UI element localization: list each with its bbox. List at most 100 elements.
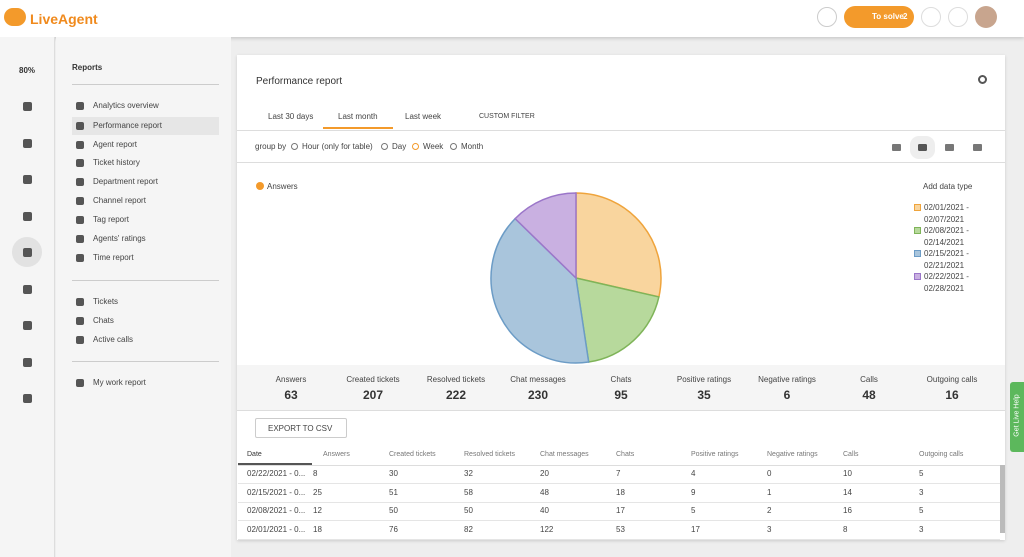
nav-item[interactable]: Channel report [93, 196, 146, 206]
table-cell: 5 [919, 469, 923, 479]
tab[interactable]: Last week [405, 112, 441, 122]
nav-item[interactable]: Active calls [93, 335, 133, 345]
export-button[interactable]: EXPORT TO CSV [255, 418, 347, 438]
radio-label[interactable]: Week [423, 142, 443, 152]
legend-swatch [914, 250, 921, 257]
radio[interactable] [412, 143, 419, 150]
nav-item[interactable]: Ticket history [93, 158, 140, 168]
table-header[interactable]: Negative ratings [767, 450, 818, 460]
nav-item[interactable]: Agents' ratings [93, 234, 146, 244]
nav-item[interactable]: Performance report [93, 121, 162, 131]
group-by-label: group by [255, 142, 286, 152]
summary-value: 222 [411, 388, 501, 402]
table-cell: 32 [464, 469, 473, 479]
chart-type-icon[interactable] [892, 144, 901, 151]
summary-value: 6 [742, 388, 832, 402]
nav-item[interactable]: Tickets [93, 297, 118, 307]
nav-item[interactable]: Tag report [93, 215, 129, 225]
nav-item[interactable]: Time report [93, 253, 134, 263]
logo: LiveAgent [30, 11, 98, 27]
rail-icon[interactable] [23, 394, 32, 403]
summary-value: 48 [824, 388, 914, 402]
table-cell: 5 [919, 506, 923, 516]
table-header[interactable]: Outgoing calls [919, 450, 963, 460]
tab[interactable]: Last month [338, 112, 378, 122]
nav-icon [76, 178, 84, 186]
nav-item[interactable]: Analytics overview [93, 101, 159, 111]
table-header[interactable]: Answers [323, 450, 350, 460]
rail-icon[interactable] [23, 285, 32, 294]
table-cell: 17 [616, 506, 625, 516]
radio[interactable] [450, 143, 457, 150]
table-cell: 122 [540, 525, 553, 535]
nav-item[interactable]: Chats [93, 316, 114, 326]
table-cell: 17 [691, 525, 700, 535]
nav-icon [76, 122, 84, 130]
report-title: Performance report [256, 76, 342, 87]
table-cell: 9 [691, 488, 695, 498]
add-button[interactable] [817, 7, 837, 27]
nav-icon [76, 102, 84, 110]
chart-type-icon[interactable] [945, 144, 954, 151]
summary-value: 207 [328, 388, 418, 402]
table-cell: 20 [540, 469, 549, 479]
add-data-type[interactable]: Add data type [923, 182, 972, 192]
rail-icon[interactable] [23, 139, 32, 148]
table-cell: 3 [767, 525, 771, 535]
summary-value: 35 [659, 388, 749, 402]
nav-icon [76, 235, 84, 243]
avatar[interactable] [975, 6, 997, 28]
table-cell: 25 [313, 488, 322, 498]
series-label: Answers [267, 182, 298, 192]
nav-icon [76, 141, 84, 149]
table-cell: 2 [767, 506, 771, 516]
refresh[interactable] [978, 75, 987, 84]
table-header[interactable]: Resolved tickets [464, 450, 515, 460]
legend-label: 02/15/2021 - 02/21/2021 [924, 248, 982, 272]
radio-label[interactable]: Hour (only for table) [302, 142, 373, 152]
table-header[interactable]: Created tickets [389, 450, 436, 460]
call-status[interactable] [948, 7, 968, 27]
rail-icon[interactable] [23, 102, 32, 111]
nav-item[interactable]: My work report [93, 378, 146, 388]
table-cell: 51 [389, 488, 398, 498]
legend-label: 02/22/2021 - 02/28/2021 [924, 271, 982, 295]
nav-icon [76, 254, 84, 262]
table-row-rule [238, 539, 1000, 540]
radio[interactable] [291, 143, 298, 150]
rail-icon[interactable] [23, 248, 32, 257]
nav-item[interactable]: Department report [93, 177, 158, 187]
rail-icon[interactable] [23, 212, 32, 221]
rail-icon[interactable] [23, 175, 32, 184]
radio-label[interactable]: Month [461, 142, 483, 152]
nav-icon [76, 379, 84, 387]
radio[interactable] [381, 143, 388, 150]
chat-status[interactable] [921, 7, 941, 27]
chart-type-icon[interactable] [918, 144, 927, 151]
table-header[interactable]: Chat messages [540, 450, 589, 460]
tab[interactable]: CUSTOM FILTER [479, 112, 535, 122]
nav-item[interactable]: Agent report [93, 140, 137, 150]
table-cell: 4 [691, 469, 695, 479]
sidebar-divider [72, 361, 219, 362]
table-cell: 12 [313, 506, 322, 516]
divider [237, 162, 1005, 163]
table-header[interactable]: Calls [843, 450, 859, 460]
legend-swatch [914, 227, 921, 234]
chart-type-icon[interactable] [973, 144, 982, 151]
table-header[interactable]: Chats [616, 450, 634, 460]
summary-label: Resolved tickets [411, 375, 501, 385]
radio-label[interactable]: Day [392, 142, 406, 152]
table-row-rule [238, 483, 1000, 484]
help-tab[interactable]: Get Live Help [1010, 382, 1024, 452]
nav-icon [76, 298, 84, 306]
summary-value: 230 [493, 388, 583, 402]
tab[interactable]: Last 30 days [268, 112, 313, 122]
table-header[interactable]: Date [247, 450, 262, 460]
rail-icon[interactable] [23, 321, 32, 330]
table-header[interactable]: Positive ratings [691, 450, 738, 460]
summary-label: Negative ratings [742, 375, 832, 385]
to-solve-button[interactable]: To solve 2 [844, 6, 914, 28]
rail-icon[interactable] [23, 358, 32, 367]
